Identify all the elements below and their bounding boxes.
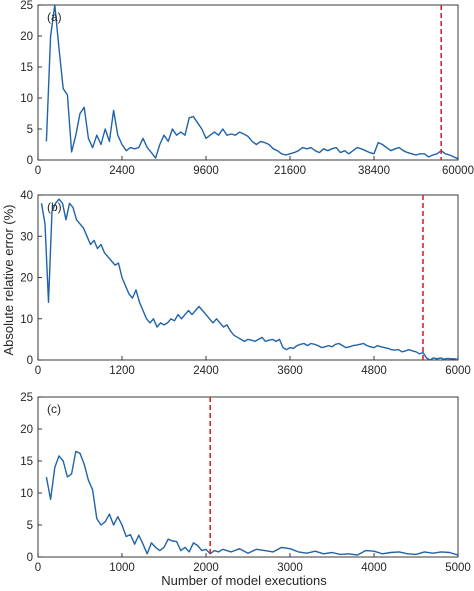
y-tick-label: 25 [20, 0, 33, 12]
panel-label: (b) [47, 200, 62, 214]
x-tick-label: 9600 [193, 165, 219, 177]
x-tick-label: 2400 [109, 165, 135, 177]
x-tick-label: 0 [35, 365, 41, 377]
panel-label: (a) [47, 10, 62, 24]
x-tick-label: 0 [35, 562, 41, 574]
error-series-line [45, 450, 459, 556]
plot-frame [37, 396, 459, 558]
error-series-line [45, 4, 459, 160]
y-tick-label: 10 [20, 314, 33, 326]
x-axis-label: Number of model executions [161, 573, 327, 588]
x-tick-label: 3000 [277, 562, 303, 574]
x-tick-label: 3600 [277, 365, 303, 377]
y-tick-label: 20 [20, 424, 33, 436]
panel-a: 0 5 10 15 20 25 0 2400 9600 21600 38400 60000 (a) [20, 0, 474, 177]
y-tick-label: 0 [27, 355, 33, 367]
x-tick-label: 1000 [109, 562, 135, 574]
y-tick-label: 0 [27, 552, 33, 564]
x-tick-label: 5000 [445, 562, 471, 574]
y-tick-label: 10 [20, 488, 33, 500]
x-tick-label: 0 [35, 165, 41, 177]
panel-c: 0 5 10 15 20 25 0 1000 2000 3000 4000 5000 (c) [20, 392, 471, 574]
y-tick-label: 25 [20, 392, 33, 404]
x-tick-label: 4800 [361, 365, 387, 377]
y-tick-label: 20 [20, 273, 33, 285]
x-tick-label: 1200 [109, 365, 135, 377]
y-tick-label: 40 [20, 190, 33, 202]
error-series-line [40, 198, 459, 361]
y-tick-label: 20 [20, 31, 33, 43]
panel-label: (c) [47, 402, 61, 416]
y-tick-label: 10 [20, 93, 33, 105]
x-tick-label: 4000 [361, 562, 387, 574]
x-tick-label: 60000 [442, 165, 474, 177]
y-axis-label: Absolute relative error (%) [1, 205, 16, 356]
x-tick-label: 6000 [445, 365, 471, 377]
panel-b: 0 10 20 30 40 0 1200 2400 3600 4800 6000 (b) [20, 190, 471, 377]
x-tick-label: 2400 [193, 365, 219, 377]
x-tick-label: 2000 [193, 562, 219, 574]
y-tick-label: 5 [27, 124, 33, 136]
x-tick-label: 21600 [274, 165, 306, 177]
y-tick-label: 0 [27, 155, 33, 167]
y-tick-label: 5 [27, 520, 33, 532]
plot-frame [37, 194, 459, 361]
x-tick-label: 38400 [358, 165, 390, 177]
y-tick-label: 15 [20, 62, 33, 74]
plot-frame [37, 4, 459, 161]
y-tick-label: 15 [20, 456, 33, 468]
y-tick-label: 30 [20, 231, 33, 243]
